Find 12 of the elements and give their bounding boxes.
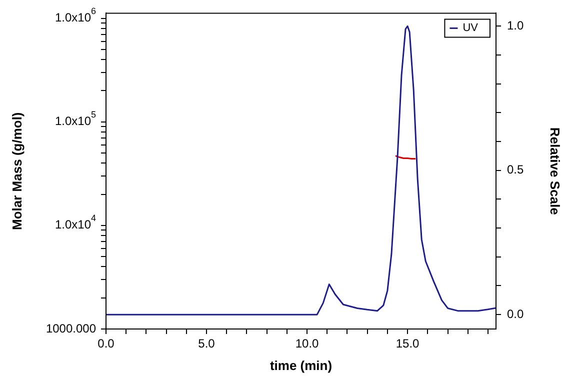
y2-tick-label: 1.0 [507,18,524,32]
y2-axis-title: Relative Scale [548,127,563,215]
x-axis-title: time (min) [270,358,332,373]
y-tick-label: 1000.000 [46,321,96,336]
legend-label: UV [462,22,479,34]
x-tick-label: 5.0 [198,336,216,351]
x-tick-label: 15.0 [396,336,420,351]
y-axis-title: Molar Mass (g/mol) [9,112,24,230]
x-tick-label: 0.0 [98,336,115,351]
x-tick-label: 10.0 [295,336,320,351]
y2-tick-label: 0.5 [507,162,524,177]
y2-tick-label: 0.0 [507,306,524,321]
